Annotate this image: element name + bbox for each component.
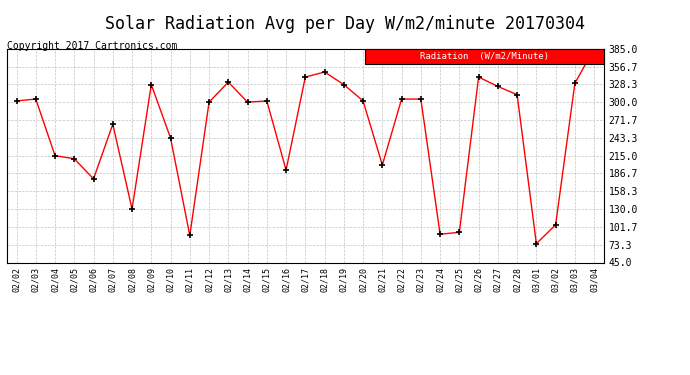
Text: Copyright 2017 Cartronics.com: Copyright 2017 Cartronics.com <box>7 41 177 51</box>
Text: Solar Radiation Avg per Day W/m2/minute 20170304: Solar Radiation Avg per Day W/m2/minute … <box>105 15 585 33</box>
Text: Radiation  (W/m2/Minute): Radiation (W/m2/Minute) <box>420 52 549 61</box>
FancyBboxPatch shape <box>365 49 604 64</box>
